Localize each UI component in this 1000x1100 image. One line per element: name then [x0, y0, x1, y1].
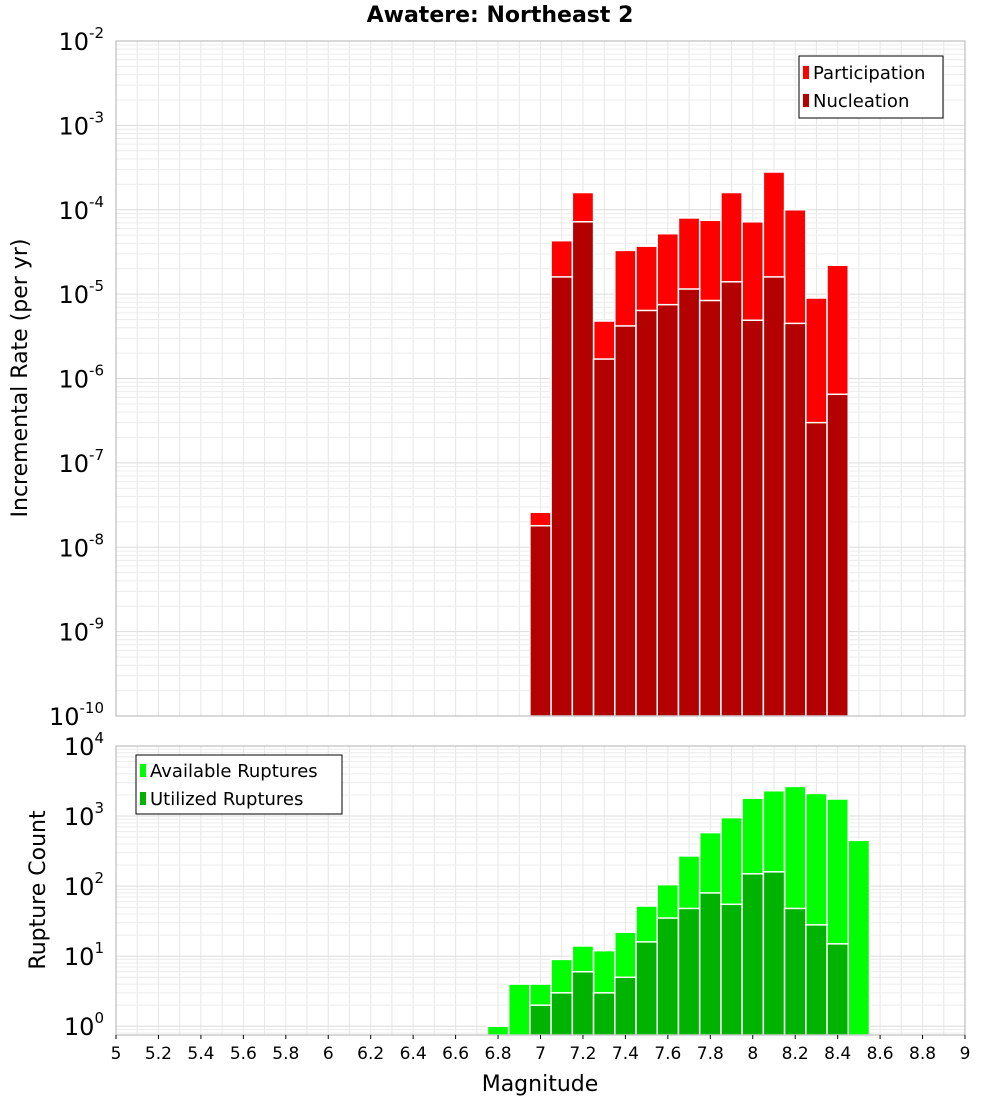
count-bar-1-4: [571, 970, 595, 1036]
x-tick-label: 5.4: [187, 1044, 214, 1064]
y-tick-bottom-label: 100: [64, 1009, 104, 1041]
legend-top: Participation Nucleation: [798, 55, 944, 119]
x-tick-label: 8: [747, 1044, 758, 1064]
y-tick-bottom-label: 103: [64, 799, 104, 831]
y-tick-top-label: 10-7: [58, 446, 104, 478]
rate-bar-1-11: [762, 276, 786, 717]
count-bar-0-0: [486, 1025, 510, 1036]
legend-label-nucleation: Nucleation: [813, 91, 909, 112]
plot-frame-top: [115, 40, 966, 717]
bars-top: [529, 171, 850, 717]
legend-swatch-nucleation: [803, 94, 809, 107]
count-bar-1-7: [635, 941, 658, 1036]
legend-label-utilized: Utilized Ruptures: [150, 789, 303, 810]
x-tick-label: 6.4: [400, 1044, 427, 1064]
rate-bar-1-9: [720, 281, 743, 717]
y-tick-top-label: 10-9: [58, 615, 104, 647]
x-tick-label: 7.4: [612, 1044, 639, 1064]
y-tick-bottom-label: 102: [64, 869, 104, 901]
x-tick-label: 5.6: [230, 1044, 257, 1064]
count-bar-1-13: [762, 871, 786, 1036]
y-tick-bottom-label: 104: [64, 729, 104, 761]
count-bar-1-6: [614, 976, 637, 1036]
x-tick-label: 7.2: [569, 1044, 596, 1064]
x-tick-label: 6: [323, 1044, 334, 1064]
y-tick-top-label: 10-5: [58, 277, 104, 309]
rate-bar-1-3: [592, 358, 616, 717]
chart-title: Awatere: Northeast 2: [367, 3, 634, 28]
count-bar-1-16: [826, 943, 850, 1036]
count-bar-1-3: [550, 992, 574, 1036]
count-bar-0-1: [507, 983, 531, 1036]
x-tick-label: 7.8: [697, 1044, 724, 1064]
y-axis-label-top: Incremental Rate (per yr): [8, 239, 33, 518]
rate-bar-1-7: [677, 288, 701, 717]
x-tick-label: 8.6: [867, 1044, 894, 1064]
count-bar-1-11: [720, 903, 743, 1036]
count-bar-1-14: [783, 907, 807, 1036]
y-tick-top-label: 10-6: [58, 362, 104, 394]
rate-bar-1-4: [614, 325, 637, 717]
y-ticks-bottom: 100 101 102 103 104: [64, 729, 104, 1041]
x-tick-label: 8.2: [782, 1044, 809, 1064]
x-tick-label: 5.2: [145, 1044, 172, 1064]
x-tick-label: 5: [111, 1044, 122, 1064]
rate-bar-1-2: [571, 221, 595, 717]
legend-bottom-box: [135, 754, 343, 815]
x-tick-label: 5.8: [272, 1044, 299, 1064]
count-bar-1-5: [592, 992, 616, 1036]
bars-bottom: [486, 785, 871, 1036]
legend-swatch-utilized: [140, 792, 146, 805]
rate-bar-1-12: [783, 322, 807, 717]
x-tick-label: 6.2: [357, 1044, 384, 1064]
count-bar-1-8: [656, 917, 680, 1036]
count-bar-1-15: [805, 924, 828, 1036]
legend-label-available: Available Ruptures: [150, 761, 318, 782]
x-axis-label: Magnitude: [482, 1072, 599, 1097]
count-bar-0-17: [847, 839, 871, 1036]
rate-bar-1-0: [529, 524, 552, 717]
y-tick-top-label: 10-2: [58, 24, 104, 56]
y-tick-top-label: 10-8: [58, 530, 104, 562]
x-tick-label: 7.6: [654, 1044, 681, 1064]
x-tick-label: 6.8: [485, 1044, 512, 1064]
rate-bar-1-6: [656, 303, 680, 717]
x-tick-label: 9: [960, 1044, 971, 1064]
legend-swatch-participation: [803, 66, 809, 79]
rate-bar-1-10: [741, 319, 765, 717]
rate-bar-1-14: [826, 393, 850, 717]
rate-bar-1-1: [550, 276, 574, 717]
count-bar-1-9: [677, 907, 701, 1036]
x-tick-label: 8.4: [824, 1044, 851, 1064]
rate-bar-1-5: [635, 309, 658, 717]
x-tick-label: 7: [535, 1044, 546, 1064]
y-tick-bottom-label: 101: [64, 939, 104, 971]
rate-bar-1-13: [805, 421, 828, 717]
count-bar-1-2: [529, 1004, 552, 1036]
legend-top-box: [798, 55, 944, 119]
count-bar-1-10: [698, 892, 722, 1036]
x-ticks: 5 5.2 5.4 5.6 5.8 6 6.2 6.4 6.6 6.8 7 7.2 7.4 7.6 7.8 8…: [111, 1035, 971, 1064]
y-tick-top-label: 10-10: [49, 699, 104, 731]
y-ticks-top: 10-10 10-9 10-8 10-7 10-6 10-5 10-4 10-3 10-2: [49, 24, 104, 731]
rate-bar-1-8: [698, 299, 722, 717]
legend-swatch-available: [140, 764, 146, 777]
legend-bottom: Available Ruptures Utilized Ruptures: [135, 754, 343, 815]
y-tick-top-label: 10-4: [58, 193, 104, 225]
legend-label-participation: Participation: [813, 63, 925, 84]
y-tick-top-label: 10-3: [58, 108, 104, 140]
y-axis-label-bottom: Rupture Count: [26, 810, 51, 970]
count-bar-1-12: [741, 873, 765, 1036]
x-tick-label: 8.8: [909, 1044, 936, 1064]
x-tick-label: 6.6: [442, 1044, 469, 1064]
